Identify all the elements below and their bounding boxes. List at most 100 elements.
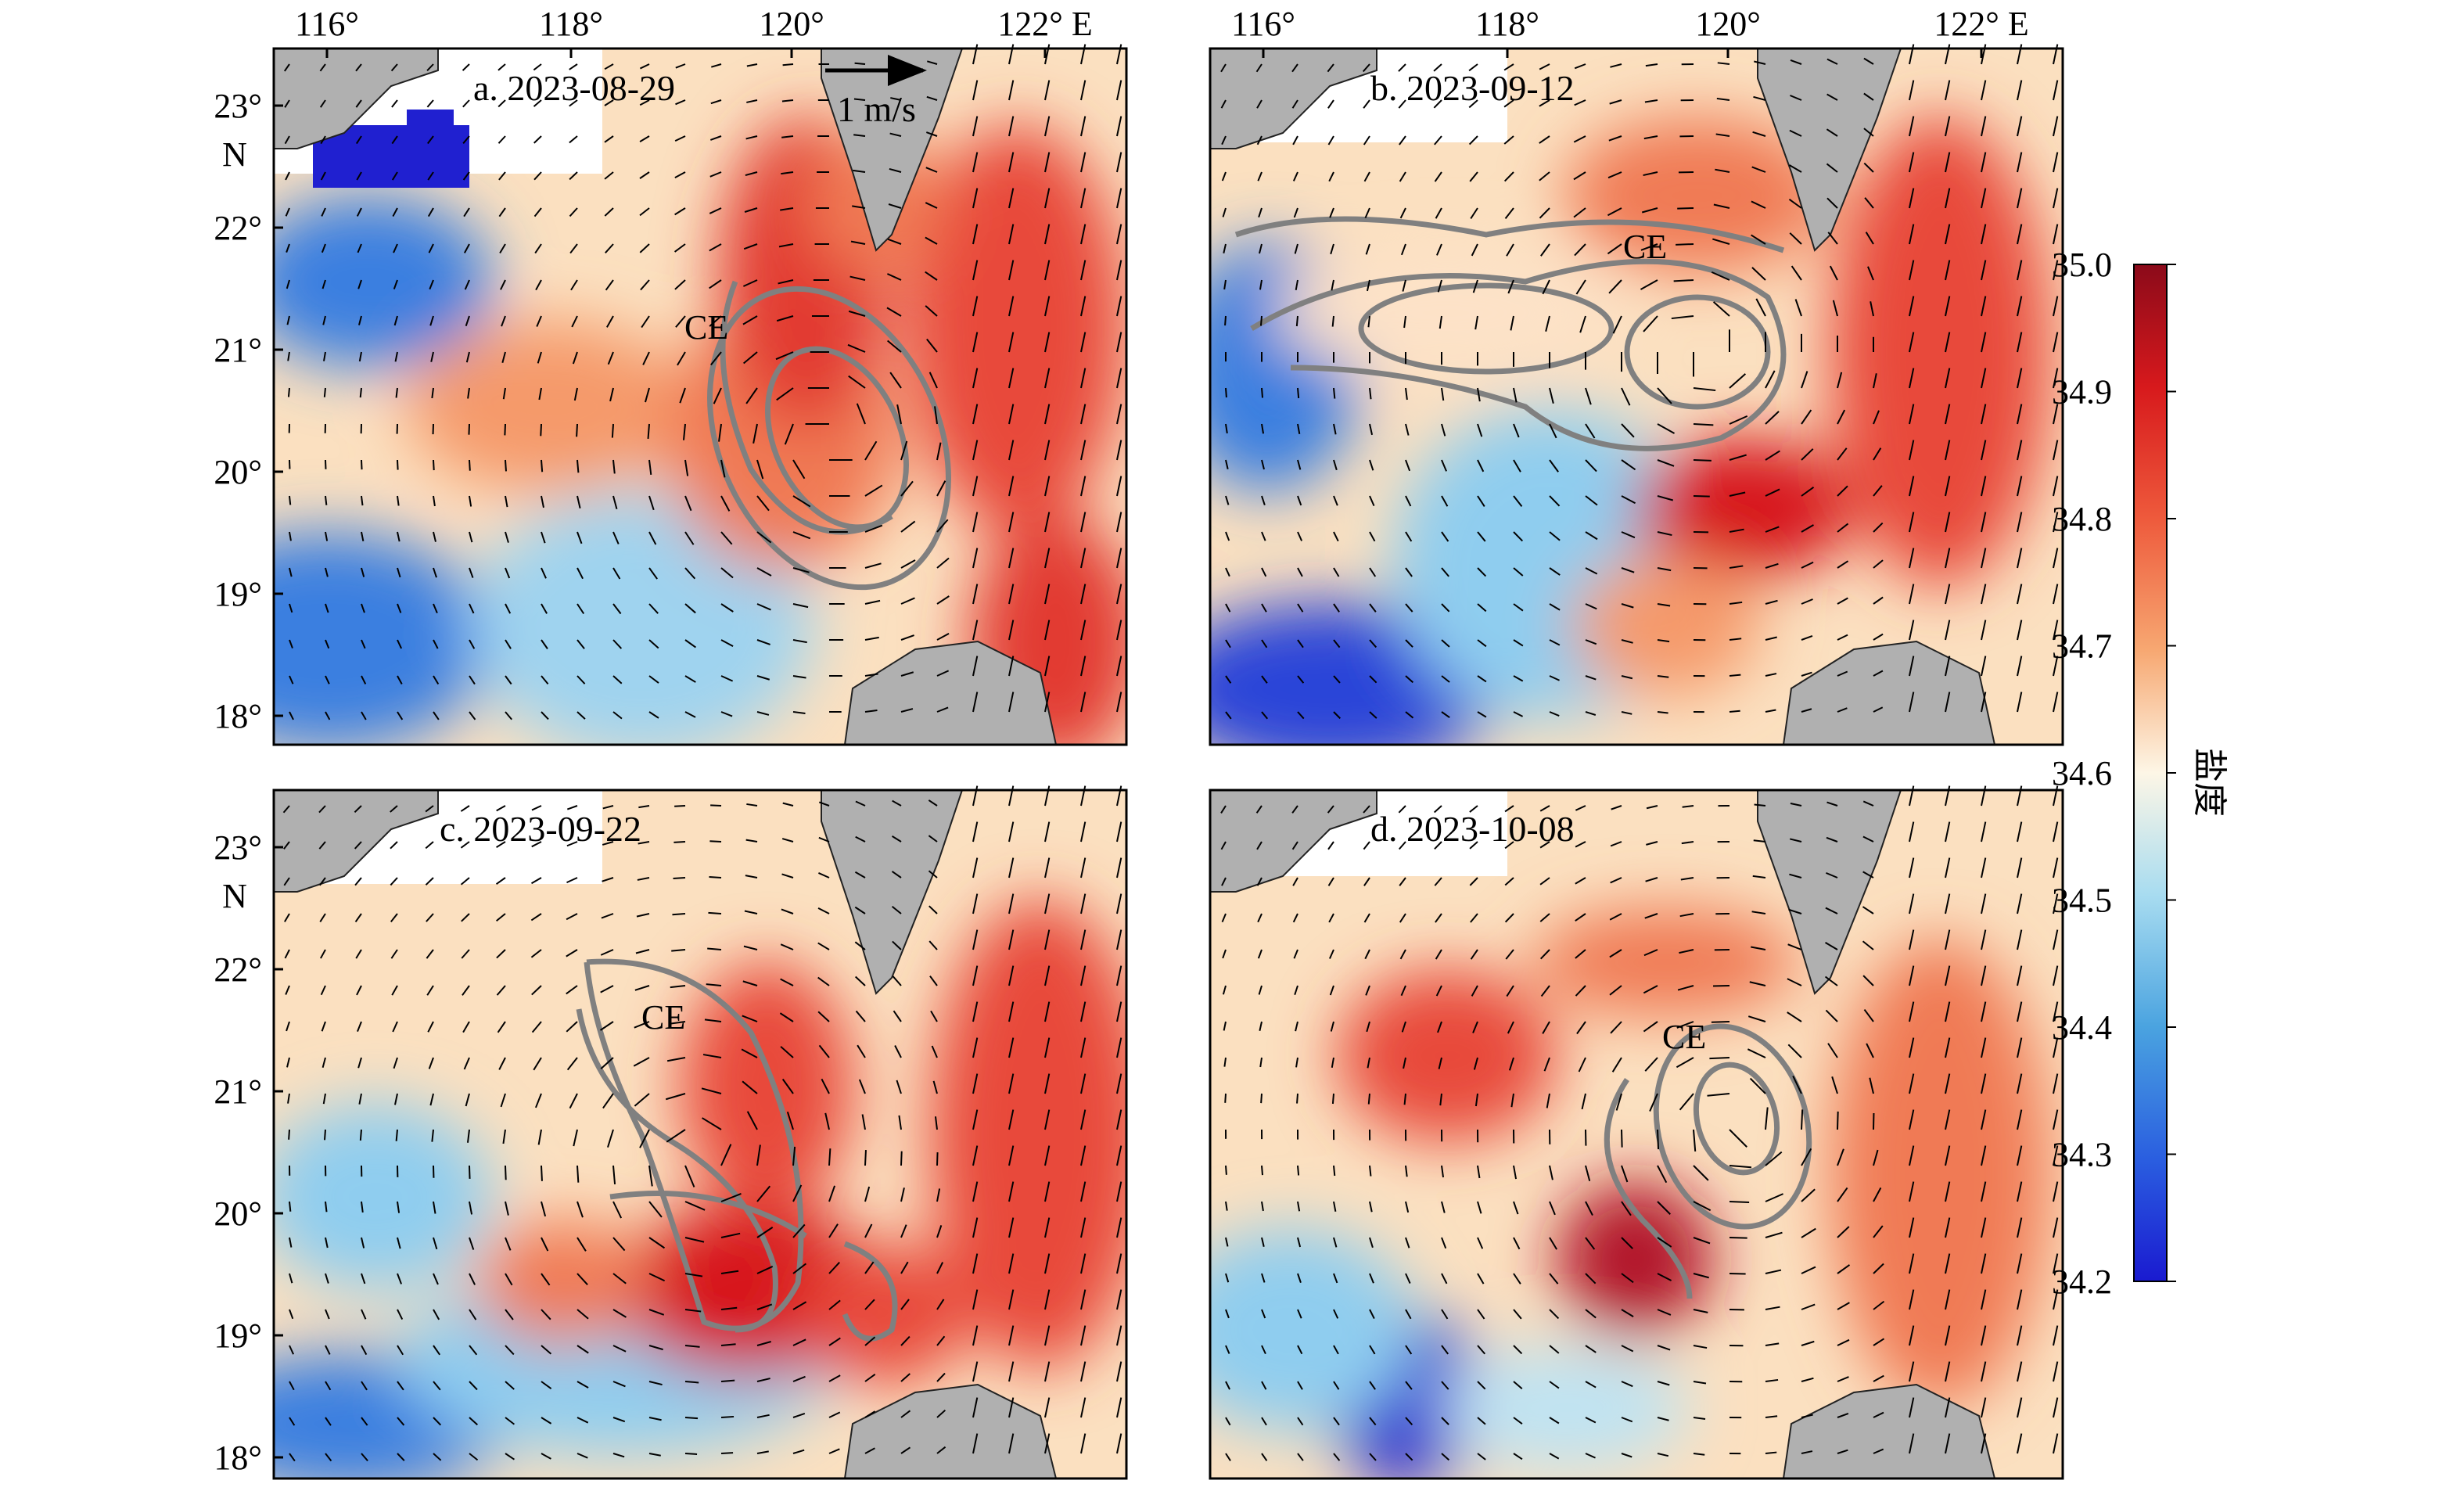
velocity-arrow xyxy=(1909,44,1915,65)
velocity-arrow xyxy=(1837,409,1846,425)
velocity-arrow xyxy=(1826,163,1838,173)
velocity-arrow xyxy=(1008,1325,1015,1346)
velocity-arrow xyxy=(2053,1145,2059,1166)
velocity-arrow xyxy=(854,871,866,878)
panel-frame-c xyxy=(272,789,1128,1480)
velocity-arrow xyxy=(1366,1021,1370,1033)
velocity-arrow xyxy=(569,63,578,70)
velocity-arrow xyxy=(2017,1145,2023,1166)
velocity-arrow xyxy=(817,976,830,986)
velocity-arrow xyxy=(1539,805,1550,812)
velocity-arrow xyxy=(1008,1289,1015,1310)
velocity-arrow xyxy=(864,1336,876,1346)
velocity-arrow xyxy=(1621,1165,1629,1183)
velocity-arrow xyxy=(1867,266,1874,281)
velocity-arrow xyxy=(320,171,326,181)
velocity-arrow xyxy=(1080,1181,1087,1202)
colorbar-ticks: 35.034.934.834.734.634.534.434.334.2 xyxy=(2052,246,2176,1301)
velocity-arrow xyxy=(1657,495,1674,501)
velocity-arrow xyxy=(1369,1201,1373,1213)
velocity-arrow xyxy=(1257,913,1263,923)
velocity-arrow xyxy=(1981,1181,1987,1202)
velocity-arrow xyxy=(2053,692,2059,713)
velocity-arrow xyxy=(1468,135,1478,146)
velocity-arrow xyxy=(1441,1273,1448,1284)
velocity-arrow xyxy=(1044,857,1051,878)
velocity-arrow xyxy=(1116,224,1122,245)
velocity-arrow xyxy=(1513,711,1524,717)
velocity-arrow xyxy=(674,279,686,290)
velocity-arrow xyxy=(1369,387,1372,400)
velocity-arrow xyxy=(1363,913,1370,923)
velocity-arrow xyxy=(533,171,542,181)
velocity-arrow xyxy=(1909,404,1915,425)
velocity-arrow xyxy=(433,567,437,578)
velocity-arrow xyxy=(679,387,686,404)
velocity-arrow xyxy=(286,243,290,253)
velocity-arrow xyxy=(864,1410,876,1418)
velocity-arrow xyxy=(1693,1201,1712,1212)
velocity-arrow xyxy=(570,279,578,291)
velocity-arrow xyxy=(1405,1201,1410,1213)
velocity-arrow xyxy=(1327,63,1334,73)
velocity-arrow xyxy=(1116,512,1122,533)
velocity-arrow xyxy=(1405,639,1413,648)
velocity-arrow xyxy=(756,1378,770,1382)
velocity-arrow xyxy=(1765,673,1777,677)
velocity-arrow xyxy=(391,135,398,145)
velocity-arrow xyxy=(1258,985,1263,995)
velocity-arrow xyxy=(890,97,902,101)
velocity-arrow xyxy=(1405,1309,1412,1320)
velocity-arrow xyxy=(1256,877,1263,886)
velocity-arrow xyxy=(1643,315,1658,332)
velocity-arrow xyxy=(720,531,733,545)
velocity-arrow xyxy=(397,1453,405,1461)
velocity-arrow xyxy=(1621,387,1631,406)
velocity-arrow xyxy=(1435,913,1442,923)
velocity-arrow xyxy=(318,877,326,886)
velocity-arrow xyxy=(1945,548,1951,569)
velocity-arrow xyxy=(972,548,979,569)
velocity-arrow xyxy=(784,423,794,445)
velocity-arrow xyxy=(1801,371,1808,389)
velocity-arrow xyxy=(1909,440,1915,461)
velocity-arrow xyxy=(1837,707,1848,713)
velocity-arrow xyxy=(1297,1309,1302,1319)
velocity-arrow xyxy=(1008,1181,1015,1202)
velocity-arrow xyxy=(1297,1381,1303,1390)
velocity-arrow xyxy=(1729,565,1744,569)
velocity-arrow xyxy=(1609,985,1622,996)
velocity-arrow xyxy=(1477,1273,1485,1284)
velocity-arrow xyxy=(1044,893,1051,914)
velocity-arrow xyxy=(1116,857,1122,878)
velocity-arrow xyxy=(684,1453,698,1455)
velocity-arrow xyxy=(900,1187,905,1202)
velocity-arrow xyxy=(1441,603,1450,613)
velocity-arrow xyxy=(1657,1201,1671,1215)
velocity-arrow xyxy=(648,1381,663,1386)
velocity-arrow xyxy=(684,1309,702,1313)
velocity-arrow xyxy=(397,1309,404,1320)
velocity-arrow xyxy=(1607,171,1622,179)
velocity-arrow xyxy=(1837,560,1849,569)
velocity-arrow xyxy=(1981,1433,1987,1454)
velocity-arrow xyxy=(1333,459,1338,471)
velocity-arrow xyxy=(972,857,979,878)
velocity-arrow xyxy=(1503,99,1514,108)
velocity-arrow xyxy=(1080,1325,1087,1346)
velocity-arrow xyxy=(391,985,398,996)
velocity-arrow xyxy=(2017,620,2023,641)
velocity-arrow xyxy=(325,1381,332,1391)
velocity-arrow xyxy=(469,1381,478,1391)
velocity-arrow xyxy=(1333,423,1337,435)
velocity-arrow xyxy=(900,1335,911,1346)
velocity-arrow xyxy=(1503,171,1514,182)
velocity-arrow xyxy=(501,315,506,327)
velocity-arrow xyxy=(1539,841,1550,849)
velocity-arrow xyxy=(1712,301,1730,317)
velocity-arrow xyxy=(600,949,614,956)
velocity-arrow xyxy=(464,279,470,290)
velocity-arrow xyxy=(1657,1165,1668,1184)
velocity-arrow xyxy=(936,1188,941,1202)
velocity-arrow xyxy=(864,1299,875,1310)
